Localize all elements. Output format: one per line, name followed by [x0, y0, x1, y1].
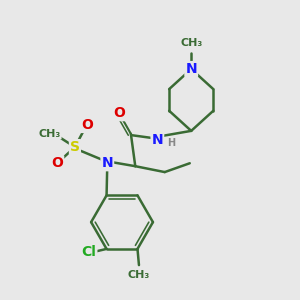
Text: CH₃: CH₃	[180, 38, 202, 48]
Text: N: N	[152, 133, 163, 147]
Text: O: O	[51, 156, 63, 170]
Text: N: N	[101, 156, 113, 170]
Text: S: S	[70, 140, 80, 154]
Text: CH₃: CH₃	[128, 270, 150, 280]
Text: Cl: Cl	[82, 245, 96, 259]
Text: H: H	[167, 138, 175, 148]
Text: O: O	[81, 118, 93, 132]
Text: CH₃: CH₃	[39, 129, 61, 139]
Text: O: O	[113, 106, 125, 120]
Text: N: N	[185, 62, 197, 76]
